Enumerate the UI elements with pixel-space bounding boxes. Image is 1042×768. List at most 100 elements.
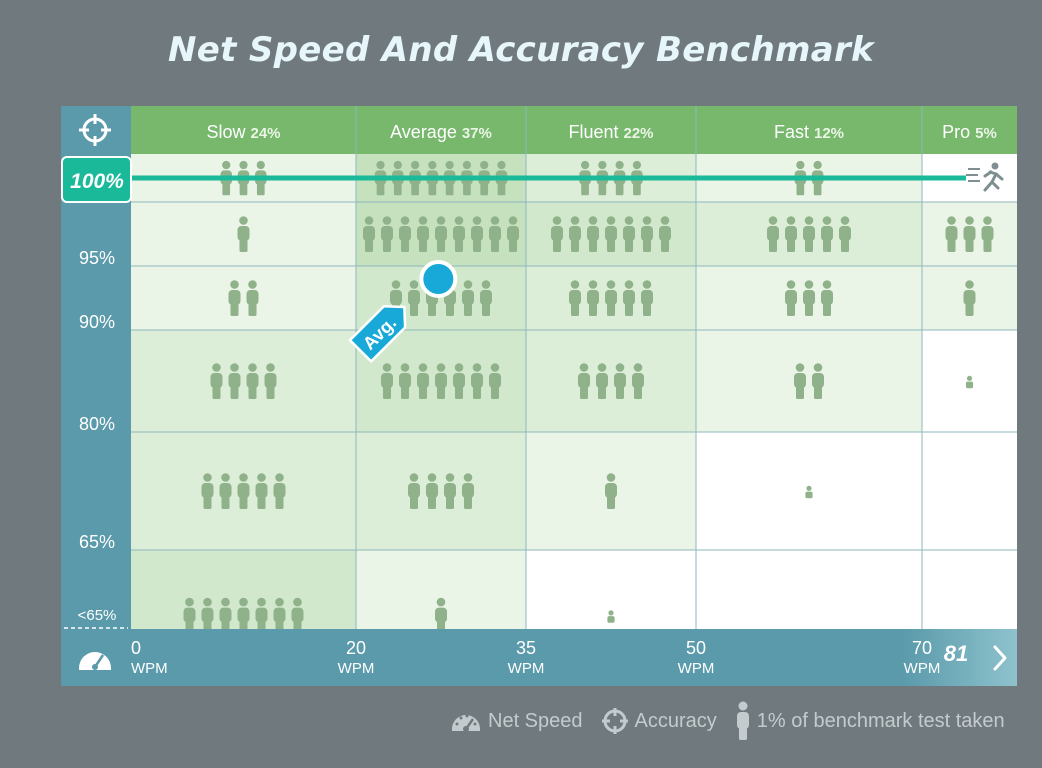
person-legs bbox=[221, 620, 230, 629]
person-figure bbox=[237, 216, 250, 252]
person-legs bbox=[571, 303, 579, 316]
person-body bbox=[785, 226, 797, 241]
person-legs bbox=[437, 620, 445, 629]
average-marker[interactable] bbox=[419, 260, 458, 298]
accuracy-tick-label: <65% bbox=[78, 607, 117, 624]
person-head bbox=[840, 216, 850, 225]
speed-tick-value: 50 bbox=[686, 638, 706, 658]
person-figure bbox=[965, 375, 974, 389]
person-head bbox=[257, 597, 266, 607]
crosshair-icon bbox=[601, 708, 628, 734]
speed-tick-unit: WPM bbox=[131, 660, 168, 677]
person-legs bbox=[643, 239, 651, 252]
person-body bbox=[228, 373, 241, 388]
speedometer-icon bbox=[79, 652, 111, 670]
person-body bbox=[767, 226, 779, 241]
person-figure bbox=[210, 363, 223, 399]
person-legs bbox=[266, 386, 275, 399]
person-legs bbox=[633, 182, 641, 196]
person-legs bbox=[239, 182, 248, 196]
average-tag: Avg. bbox=[348, 305, 407, 363]
chevron-right-icon[interactable] bbox=[993, 645, 1007, 671]
person-figure bbox=[201, 597, 214, 629]
person-body bbox=[246, 290, 259, 305]
person-body bbox=[453, 373, 465, 388]
person-legs bbox=[589, 303, 597, 316]
person-figure bbox=[623, 216, 635, 252]
person-head bbox=[588, 216, 598, 225]
person-head bbox=[409, 280, 419, 289]
person-head bbox=[480, 160, 489, 170]
person-body bbox=[255, 483, 268, 498]
column-header-name: Slow bbox=[206, 122, 250, 142]
person-figure bbox=[489, 216, 501, 252]
person-figure bbox=[805, 485, 813, 499]
person-legs bbox=[185, 620, 194, 629]
person-head bbox=[606, 280, 616, 289]
person-legs bbox=[230, 303, 239, 316]
speed-tick-unit: WPM bbox=[508, 660, 545, 677]
person-figure bbox=[596, 363, 608, 399]
person-figure bbox=[408, 280, 420, 316]
person-head bbox=[570, 280, 580, 289]
heatmap-cell bbox=[922, 432, 1017, 550]
heatmap-cell bbox=[922, 330, 1017, 432]
person-body bbox=[471, 373, 483, 388]
person-head bbox=[418, 363, 428, 372]
person-body bbox=[408, 483, 420, 498]
person-head bbox=[391, 280, 401, 289]
legend-item-accuracy: Accuracy bbox=[601, 707, 717, 735]
person-legs bbox=[383, 239, 391, 252]
person-head bbox=[222, 160, 231, 170]
person-body bbox=[945, 226, 958, 241]
person-figure bbox=[812, 363, 824, 399]
person-figure bbox=[963, 280, 976, 316]
person-figure bbox=[381, 363, 393, 399]
person-legs bbox=[805, 303, 813, 316]
person-legs bbox=[419, 386, 427, 399]
person-figure bbox=[201, 473, 214, 509]
person-body bbox=[237, 226, 250, 241]
person-legs bbox=[376, 182, 385, 196]
person-legs bbox=[491, 239, 499, 252]
person-body bbox=[273, 483, 286, 498]
person-figure bbox=[435, 363, 447, 399]
person-head bbox=[598, 160, 607, 170]
person-legs bbox=[257, 496, 266, 509]
person-figure bbox=[453, 216, 465, 252]
person-head bbox=[410, 160, 420, 170]
person-legs bbox=[589, 239, 597, 252]
person-head bbox=[275, 597, 284, 607]
person-head bbox=[454, 363, 464, 372]
person-body bbox=[963, 226, 976, 241]
person-head bbox=[490, 363, 500, 372]
speed-ticks: 0 WPM 20 WPM 35 WPM 50 WPM 70 WPM bbox=[131, 638, 940, 677]
person-body bbox=[805, 491, 813, 499]
speed-tick-unit: WPM bbox=[678, 660, 715, 677]
person-body bbox=[587, 226, 599, 241]
person-head bbox=[642, 216, 652, 225]
person-head bbox=[463, 473, 473, 482]
person-figure bbox=[587, 280, 599, 316]
person-figure bbox=[785, 216, 797, 252]
person-body bbox=[237, 483, 250, 498]
heatmap-cell bbox=[131, 266, 356, 330]
column-header-pro: Pro 5% bbox=[942, 122, 997, 142]
speed-axis-bar bbox=[61, 629, 1017, 686]
person-legs bbox=[947, 239, 956, 252]
person-figure bbox=[417, 363, 429, 399]
person-head bbox=[966, 375, 973, 381]
person-figure bbox=[237, 597, 250, 629]
person-head bbox=[579, 363, 589, 372]
heatmap-cell bbox=[922, 550, 1017, 629]
column-header-name: Fast bbox=[774, 122, 814, 142]
person-legs bbox=[634, 386, 642, 399]
person-legs bbox=[248, 386, 257, 399]
person-figure bbox=[569, 216, 581, 252]
person-head bbox=[427, 473, 437, 482]
person-legs bbox=[616, 386, 624, 399]
speedometer-icon bbox=[452, 714, 480, 732]
speedometer-needle bbox=[93, 654, 105, 668]
person-body bbox=[803, 226, 815, 241]
person-figure bbox=[273, 597, 286, 629]
